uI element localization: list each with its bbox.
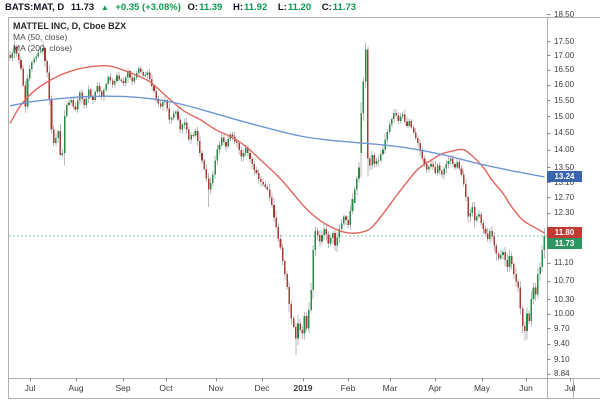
legend-ma50[interactable]: MA (50, close): [13, 32, 68, 42]
time-tick-label: Feb: [340, 383, 356, 393]
price-tick-label: 14.00: [554, 145, 575, 155]
time-tick-label: Jul: [564, 383, 576, 393]
time-tick-label: Dec: [254, 383, 270, 393]
legend-ma200[interactable]: MA (200, close): [13, 43, 73, 53]
price-tick-label: 10.30: [554, 294, 575, 304]
time-tick-label: Jul: [24, 383, 36, 393]
symbol-info-bar: BATS:MAT, D 11.73 ▲ +0.35 (+3.08%) O:11.…: [5, 2, 364, 16]
price-tick-label: 9.40: [554, 339, 570, 349]
high-label: H:: [232, 2, 243, 13]
close-value: 11.73: [332, 2, 357, 13]
price-tick-label: 8.84: [554, 369, 570, 379]
price-tick-label: 12.70: [554, 192, 575, 202]
high-field: H:11.92: [233, 2, 271, 13]
price-tick-label: 9.10: [554, 354, 570, 364]
price-tick-label: 13.50: [554, 162, 575, 172]
low-label: L:: [277, 2, 287, 13]
low-field: L:11.20: [278, 2, 315, 13]
price-tick-label: 15.50: [554, 95, 575, 105]
price-tick-label: 17.00: [554, 50, 575, 60]
ma200-price-badge: 13.24: [547, 171, 582, 183]
legend-symbol-title[interactable]: MATTEL INC, D, Cboe BZX: [13, 21, 127, 31]
time-tick-label: Aug: [68, 383, 84, 393]
high-value: 11.92: [244, 2, 268, 13]
time-tick-label: Oct: [159, 383, 173, 393]
price-tick-label: 16.50: [554, 65, 575, 75]
chart-legend: MATTEL INC, D, Cboe BZX MA (50, close) M…: [13, 21, 126, 54]
close-field: C:11.73: [322, 2, 360, 13]
up-arrow-icon: ▲: [100, 3, 109, 12]
low-value: 11.20: [287, 2, 312, 13]
last-price-badge: 11.73: [547, 238, 582, 250]
last-price: 11.73: [70, 2, 95, 13]
price-tick-label: 14.50: [554, 128, 575, 138]
open-field: O:11.39: [188, 2, 227, 13]
time-tick-label: May: [473, 383, 491, 393]
price-tick-label: 9.70: [554, 323, 570, 333]
time-tick-label: Jun: [519, 383, 533, 393]
open-label: O:: [187, 2, 199, 13]
time-tick-label: Sep: [115, 383, 131, 393]
price-tick-label: 10.00: [554, 309, 575, 319]
price-tick-label: 18.50: [554, 9, 575, 19]
ma50-price-badge: 11.80: [547, 227, 582, 239]
price-change: +0.35 (+3.08%): [115, 2, 181, 13]
price-tick-label: 11.10: [554, 258, 574, 268]
symbol-name: BATS:MAT, D: [5, 2, 65, 13]
price-tick-label: 15.00: [554, 111, 575, 121]
price-tick-label: 12.30: [554, 208, 575, 218]
time-tick-label: Mar: [382, 383, 398, 393]
price-tick-label: 17.50: [554, 36, 575, 46]
price-tick-label: 16.00: [554, 80, 575, 90]
open-value: 11.39: [199, 2, 223, 13]
time-tick-label: Nov: [208, 383, 224, 393]
price-tick-label: 10.70: [554, 276, 575, 286]
time-tick-label: Apr: [428, 383, 442, 393]
close-label: C:: [321, 2, 332, 13]
time-tick-label: 2019: [293, 383, 313, 393]
